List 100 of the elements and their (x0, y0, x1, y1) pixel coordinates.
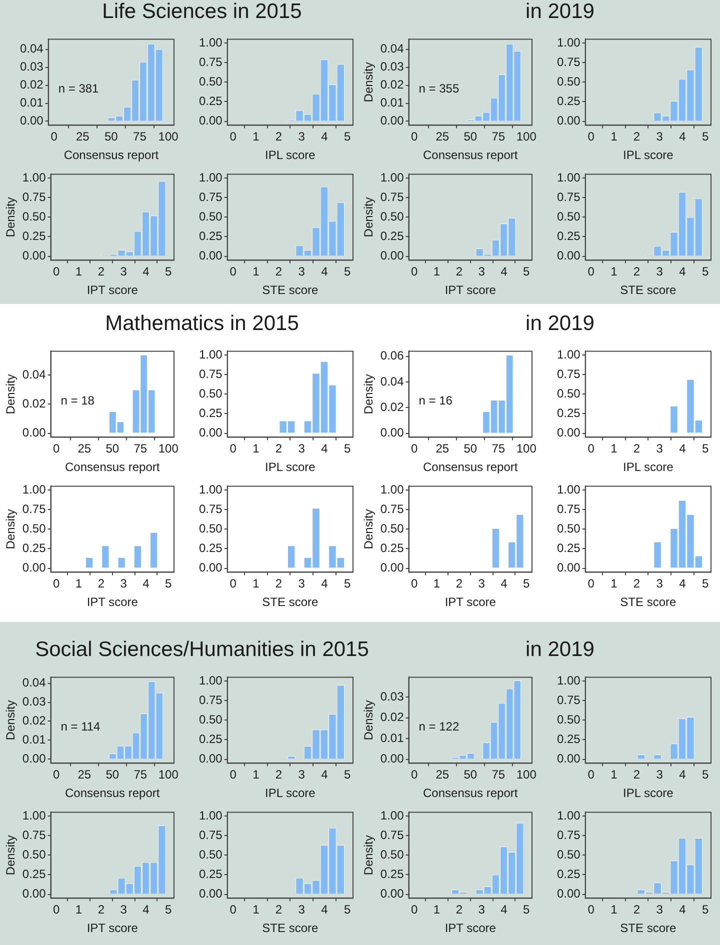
x-tick-label: 2 (456, 576, 463, 591)
x-tick-label: 0 (230, 768, 237, 782)
y-tick-label: 0.00 (380, 114, 404, 128)
x-tick-label: 5 (165, 264, 172, 279)
x-tick-label: 0 (53, 442, 60, 456)
y-tick-label: 0.00 (198, 114, 223, 128)
y-tick-label: 0.02 (22, 396, 46, 411)
x-tick-label: 5 (344, 130, 351, 144)
y-tick-label: 0.00 (20, 114, 44, 128)
chart-title: in 2019 (524, 638, 596, 662)
y-tick-label: 0.75 (198, 366, 223, 381)
x-axis-title: IPL score (623, 460, 674, 474)
x-tick-label: 0 (588, 264, 595, 279)
x-tick-label: 1 (252, 576, 260, 591)
y-tick-label: 0.03 (22, 694, 46, 709)
x-tick-label: 1 (610, 768, 618, 782)
x-tick-label: 4 (500, 576, 508, 591)
y-tick-label: 1.00 (556, 482, 581, 496)
x-axis-title: STE score (262, 283, 319, 298)
y-tick-label: 0.50 (380, 848, 404, 862)
x-tick-label: 0 (230, 264, 237, 279)
y-tick-label: 0.00 (22, 426, 46, 440)
y-tick-label: 0.50 (556, 712, 581, 727)
x-axis-title: IPL score (265, 148, 316, 162)
y-tick-label: 1.00 (22, 808, 46, 822)
y-tick-label: 0.75 (198, 502, 223, 516)
y-tick-label: 0.25 (380, 867, 404, 882)
x-tick-label: 4 (679, 442, 686, 456)
x-tick-label: 2 (275, 130, 282, 144)
x-tick-label: 0 (53, 264, 60, 279)
x-axis-title: Consensus report (65, 786, 160, 800)
y-tick-label: 0.00 (380, 248, 404, 263)
x-axis-title: IPT score (86, 283, 138, 298)
y-tick-label: 0.50 (556, 522, 581, 536)
x-tick-label: 0 (588, 768, 595, 782)
y-tick-label: 0.04 (20, 42, 44, 56)
x-tick-label: 2 (275, 902, 282, 917)
x-tick-label: 3 (120, 902, 128, 917)
y-tick-label: 0.50 (380, 210, 404, 224)
x-tick-label: 2 (633, 264, 640, 279)
x-tick-label: 1 (433, 902, 440, 917)
x-tick-label: 5 (165, 576, 172, 591)
x-tick-label: 4 (142, 576, 150, 591)
y-tick-label: 0.75 (380, 502, 404, 516)
x-tick-label: 100 (158, 130, 179, 144)
y-tick-label: 1.00 (198, 347, 223, 362)
x-tick-label: 100 (516, 768, 537, 782)
y-tick-label: 0.00 (556, 248, 581, 263)
y-tick-label: 0.25 (556, 541, 581, 556)
x-tick-label: 75 (492, 768, 506, 782)
y-tick-label: 0.50 (556, 74, 581, 89)
x-tick-label: 2 (456, 264, 463, 279)
y-tick-label: 0.00 (380, 426, 404, 440)
y-axis-title: Density (4, 197, 18, 238)
y-axis-title: Density (362, 374, 376, 414)
x-tick-label: 4 (679, 576, 686, 591)
chart-title: in 2019 (524, 312, 596, 336)
x-tick-label: 5 (523, 902, 530, 917)
y-tick-label: 0.50 (198, 74, 223, 89)
y-tick-label: 0.25 (556, 732, 581, 746)
x-tick-label: 4 (321, 130, 328, 144)
x-tick-label: 5 (702, 130, 709, 144)
y-tick-label: 0.50 (198, 210, 223, 224)
x-tick-label: 0 (53, 902, 60, 917)
x-tick-label: 1 (75, 902, 82, 917)
annotation: n = 381 (58, 81, 100, 96)
x-tick-label: 1 (252, 442, 260, 456)
x-axis-title: STE score (620, 921, 677, 936)
y-tick-label: 1.00 (198, 35, 223, 50)
chart-title: Life Sciences in 2015 (101, 0, 303, 24)
y-tick-label: 0.25 (380, 229, 404, 244)
chart-title: Social Sciences/Humanities in 2015 (34, 638, 370, 662)
y-tick-label: 0.06 (380, 348, 404, 363)
x-tick-label: 25 (436, 768, 450, 782)
x-tick-label: 2 (275, 768, 282, 782)
x-tick-label: 75 (134, 442, 148, 456)
y-tick-label: 0.50 (22, 210, 46, 224)
x-tick-label: 0 (411, 902, 418, 917)
y-tick-label: 0.50 (198, 386, 223, 401)
x-tick-label: 25 (436, 442, 450, 456)
y-tick-label: 0.00 (380, 560, 404, 575)
x-tick-label: 3 (298, 902, 306, 917)
x-tick-label: 2 (275, 576, 282, 591)
x-tick-label: 1 (433, 576, 440, 591)
y-tick-label: 1.00 (198, 482, 223, 496)
y-tick-label: 0.25 (556, 229, 581, 244)
y-tick-label: 0.50 (198, 848, 223, 862)
x-tick-label: 100 (158, 768, 179, 782)
x-tick-label: 1 (252, 130, 260, 144)
x-axis-title: Consensus report (64, 148, 160, 162)
x-tick-label: 5 (702, 768, 709, 782)
y-tick-label: 1.00 (380, 482, 404, 496)
annotation: n = 16 (418, 393, 453, 408)
x-tick-label: 3 (298, 768, 306, 782)
y-tick-label: 0.00 (22, 560, 46, 575)
x-tick-label: 2 (275, 264, 282, 279)
y-tick-label: 0.02 (380, 78, 404, 92)
x-tick-label: 5 (702, 442, 709, 456)
x-tick-label: 50 (464, 768, 478, 782)
x-axis-title: IPL score (623, 786, 674, 800)
